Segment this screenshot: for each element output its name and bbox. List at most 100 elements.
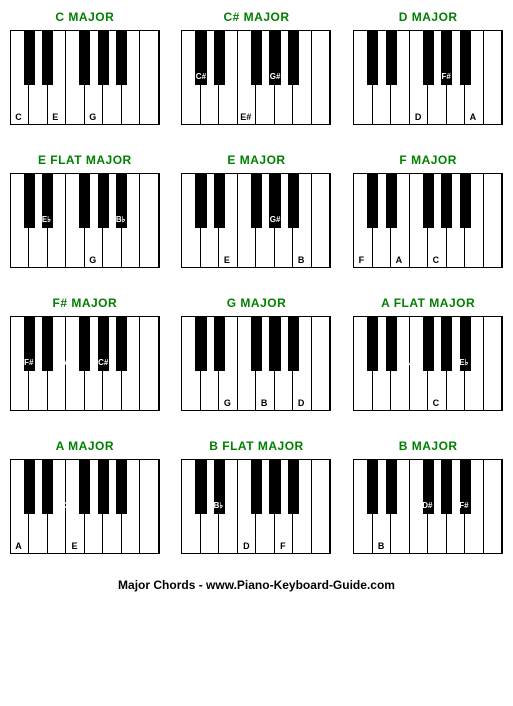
note-label: F# — [441, 73, 450, 81]
white-key — [484, 317, 503, 410]
black-key — [367, 317, 378, 371]
chord-cell: C# MAJORC#E#G# — [180, 10, 334, 125]
black-key — [386, 317, 397, 371]
note-label: C# — [196, 73, 206, 81]
white-key — [140, 174, 159, 267]
keyboard: B D# F# — [353, 459, 503, 554]
keyboard: B♭DF — [181, 459, 331, 554]
black-key — [251, 317, 262, 371]
black-key — [423, 174, 434, 228]
note-label: E♭ — [42, 216, 51, 224]
black-key — [98, 31, 109, 85]
chord-cell: A FLAT MAJORA♭CE♭ — [351, 296, 505, 411]
black-key — [116, 460, 127, 514]
chord-cell: D MAJOR D F# A — [351, 10, 505, 125]
black-key — [214, 174, 225, 228]
note-label: A — [396, 256, 403, 265]
white-key — [312, 460, 331, 553]
note-label: B — [378, 542, 385, 551]
note-label: G — [224, 399, 231, 408]
note-label: B — [261, 399, 268, 408]
chord-title: A MAJOR — [56, 439, 114, 453]
note-label: F# — [459, 502, 468, 510]
black-key — [214, 317, 225, 371]
black-key — [79, 460, 90, 514]
note-label: E — [72, 542, 78, 551]
keyboard: A C# E — [10, 459, 160, 554]
note-label: F — [280, 542, 286, 551]
black-key — [98, 460, 109, 514]
chord-title: G MAJOR — [227, 296, 287, 310]
keyboard: F#A#C# — [10, 316, 160, 411]
chord-cell: F# MAJOR F#A#C# — [8, 296, 162, 411]
keyboard: EG#B — [181, 173, 331, 268]
white-key — [484, 174, 503, 267]
note-label: G — [89, 256, 96, 265]
white-key — [140, 460, 159, 553]
note-label: F# — [24, 359, 33, 367]
white-key — [312, 31, 331, 124]
black-key — [42, 317, 53, 371]
black-key — [441, 460, 452, 514]
black-key — [288, 317, 299, 371]
black-key — [251, 460, 262, 514]
note-label: C — [433, 399, 440, 408]
chord-title: C# MAJOR — [223, 10, 289, 24]
chord-cell: G MAJORGBD — [180, 296, 334, 411]
note-label: D# — [422, 502, 432, 510]
chord-cell: B FLAT MAJORB♭DF — [180, 439, 334, 554]
black-key — [42, 460, 53, 514]
chord-cell: C MAJORCEG — [8, 10, 162, 125]
black-key — [214, 31, 225, 85]
black-key — [24, 460, 35, 514]
black-key — [195, 460, 206, 514]
black-key — [269, 317, 280, 371]
white-key — [312, 174, 331, 267]
note-label: D — [415, 113, 422, 122]
note-label: E# — [240, 113, 251, 122]
chord-title: F# MAJOR — [52, 296, 117, 310]
black-key — [42, 31, 53, 85]
white-key — [484, 460, 503, 553]
black-key — [98, 174, 109, 228]
black-key — [24, 31, 35, 85]
note-label: E — [224, 256, 230, 265]
black-key — [386, 31, 397, 85]
note-label: G# — [270, 216, 281, 224]
note-label: F — [359, 256, 365, 265]
black-key — [116, 317, 127, 371]
black-key — [441, 317, 452, 371]
note-label: A — [470, 113, 477, 122]
keyboard: FAC — [353, 173, 503, 268]
black-key — [79, 317, 90, 371]
chord-cell: E FLAT MAJORE♭GB♭ — [8, 153, 162, 268]
note-label: C — [433, 256, 440, 265]
black-key — [386, 174, 397, 228]
white-key — [140, 317, 159, 410]
chord-cell: B MAJORBD#F# — [351, 439, 505, 554]
black-key — [288, 31, 299, 85]
note-label: B♭ — [214, 502, 224, 510]
chord-cell: E MAJOREG#B — [180, 153, 334, 268]
black-key — [441, 174, 452, 228]
black-key — [79, 174, 90, 228]
black-key — [386, 460, 397, 514]
keyboard: D F# A — [353, 30, 503, 125]
note-label: C# — [61, 502, 71, 510]
black-key — [367, 31, 378, 85]
footer-caption: Major Chords - www.Piano-Keyboard-Guide.… — [8, 578, 505, 592]
note-label: E♭ — [459, 359, 468, 367]
black-key — [24, 174, 35, 228]
chord-title: E FLAT MAJOR — [38, 153, 132, 167]
black-key — [460, 31, 471, 85]
chord-cell: A MAJOR A C# E — [8, 439, 162, 554]
chord-title: D MAJOR — [399, 10, 458, 24]
note-label: A — [15, 542, 22, 551]
note-label: C# — [98, 359, 108, 367]
keyboard: C#E#G# — [181, 30, 331, 125]
chord-title: E MAJOR — [227, 153, 285, 167]
keyboard: CEG — [10, 30, 160, 125]
black-key — [367, 460, 378, 514]
keyboard: E♭GB♭ — [10, 173, 160, 268]
note-label: C — [15, 113, 22, 122]
